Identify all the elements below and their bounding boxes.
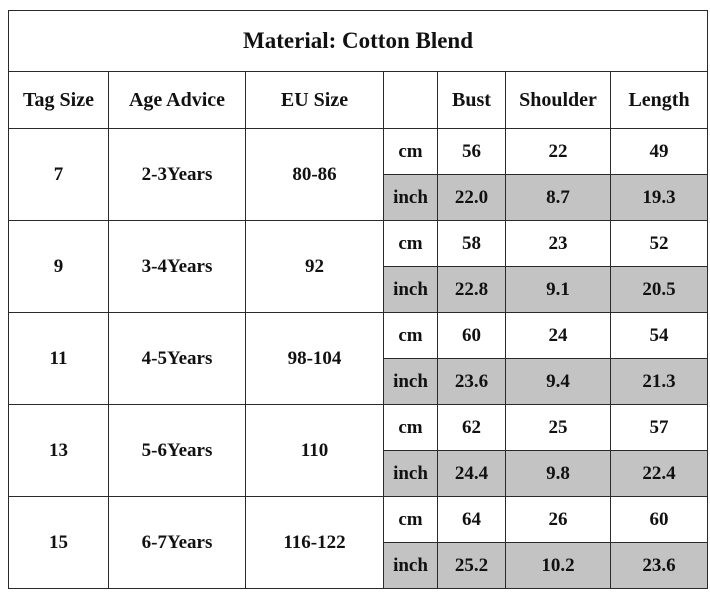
unit-cell: cm: [383, 128, 438, 175]
unit-cell: inch: [383, 450, 438, 497]
tag-size: 11: [8, 312, 109, 405]
unit-cell: inch: [383, 174, 438, 221]
inch-row: inch 23.6 9.4 21.3: [9, 358, 709, 405]
measure-cell: 58: [437, 220, 506, 267]
measure-cell: 24.4: [437, 450, 506, 497]
inch-row: inch 24.4 9.8 22.4: [9, 450, 709, 497]
measure-cell: 24: [505, 312, 611, 359]
age-advice: 3-4Years: [108, 220, 246, 313]
header-cell: Age Advice: [108, 71, 246, 129]
header-cell: EU Size: [245, 71, 384, 129]
header-cell: Shoulder: [505, 71, 611, 129]
eu-size: 92: [245, 220, 384, 313]
eu-size: 80-86: [245, 128, 384, 221]
unit-cell: cm: [383, 220, 438, 267]
inch-row: inch 22.8 9.1 20.5: [9, 266, 709, 313]
unit-cell: cm: [383, 312, 438, 359]
measure-cell: 49: [609, 128, 709, 175]
eu-size: 98-104: [245, 312, 384, 405]
measure-cell: 19.3: [609, 174, 709, 221]
measure-cell: 54: [609, 312, 709, 359]
unit-cell: inch: [383, 542, 438, 589]
size-table: Material: Cotton Blend Tag Size Age Advic…: [7, 10, 709, 589]
measure-cell: 56: [437, 128, 506, 175]
measure-cell: 10.2: [505, 542, 611, 589]
measure-cell: 23.6: [437, 358, 506, 405]
measure-cell: 57: [609, 404, 709, 451]
measure-cell: 22: [505, 128, 611, 175]
header-row: Tag Size Age Advice EU Size Bust Shoulder Len…: [8, 71, 709, 129]
unit-cell: cm: [383, 496, 438, 543]
tag-size: 15: [8, 496, 109, 589]
cm-row: 15 6-7Years 116-122 cm 64 26 60: [8, 496, 709, 589]
measure-cell: 21.3: [609, 358, 709, 405]
measure-cell: 25: [505, 404, 611, 451]
cm-row: 11 4-5Years 98-104 cm 60 24 54: [8, 312, 709, 405]
tag-size: 13: [8, 404, 109, 497]
measure-cell: 9.4: [505, 358, 611, 405]
measure-cell: 60: [437, 312, 506, 359]
unit-cell: inch: [383, 358, 438, 405]
measure-cell: 22.8: [437, 266, 506, 313]
measure-cell: 52: [609, 220, 709, 267]
measure-cell: 26: [505, 496, 611, 543]
measure-cell: 62: [437, 404, 506, 451]
inch-row: inch 25.2 10.2 23.6: [9, 542, 709, 589]
measure-cell: 20.5: [609, 266, 709, 313]
eu-size: 116-122: [245, 496, 384, 589]
measure-cell: 23.6: [609, 542, 709, 589]
measure-cell: 23: [505, 220, 611, 267]
header-cell: Bust: [437, 71, 506, 129]
unit-cell: cm: [383, 404, 438, 451]
age-advice: 6-7Years: [108, 496, 246, 589]
tag-size: 9: [8, 220, 109, 313]
measure-cell: 60: [609, 496, 709, 543]
unit-cell: inch: [383, 266, 438, 313]
age-advice: 5-6Years: [108, 404, 246, 497]
measure-cell: 22.0: [437, 174, 506, 221]
cm-row: 13 5-6Years 110 cm 62 25 57: [8, 404, 709, 497]
measure-cell: 25.2: [437, 542, 506, 589]
measure-cell: 64: [437, 496, 506, 543]
header-blank: [383, 71, 438, 129]
measure-cell: 9.1: [505, 266, 611, 313]
age-advice: 2-3Years: [108, 128, 246, 221]
measure-cell: 8.7: [505, 174, 611, 221]
measure-cell: 22.4: [609, 450, 709, 497]
title-row: Material: Cotton Blend: [7, 10, 709, 72]
eu-size: 110: [245, 404, 384, 497]
header-cell: Length: [609, 71, 709, 129]
cm-row: 9 3-4Years 92 cm 58 23 52: [8, 220, 709, 313]
table-title: Material: Cotton Blend: [7, 10, 709, 72]
measure-cell: 9.8: [505, 450, 611, 497]
cm-row: 7 2-3Years 80-86 cm 56 22 49: [8, 128, 709, 221]
tag-size: 7: [8, 128, 109, 221]
header-cell: Tag Size: [8, 71, 109, 129]
inch-row: inch 22.0 8.7 19.3: [9, 174, 709, 221]
age-advice: 4-5Years: [108, 312, 246, 405]
table-body: Material: Cotton Blend Tag Size Age Advic…: [7, 10, 709, 589]
